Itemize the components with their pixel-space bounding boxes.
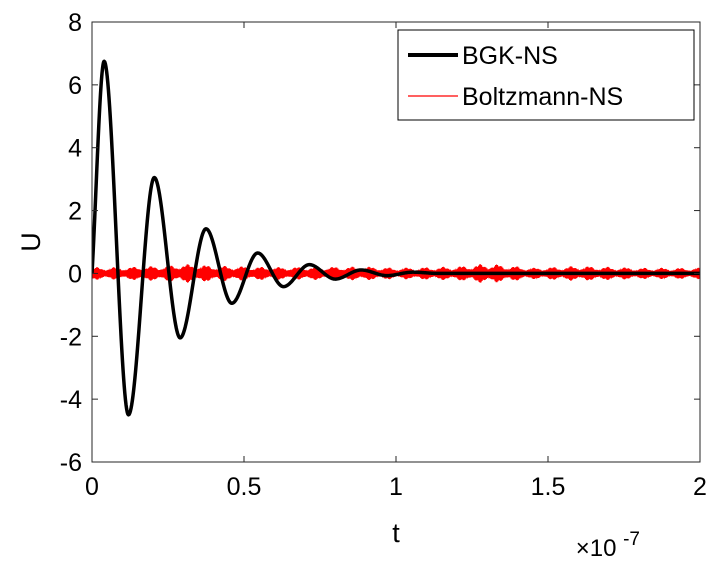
- y-tick-label: 4: [68, 135, 82, 163]
- x-tick-label: 2: [693, 473, 707, 501]
- x-tick-label: 1.5: [531, 473, 566, 501]
- svg-text:×10 -7: ×10 -7: [576, 529, 640, 562]
- y-tick-label: -6: [60, 449, 82, 477]
- y-tick-label: 0: [68, 260, 82, 288]
- y-tick-label: -4: [60, 386, 82, 414]
- y-tick-label: 2: [68, 198, 82, 226]
- x-multiplier: ×10 -7: [576, 529, 640, 562]
- x-multiplier-exponent: -7: [623, 529, 640, 550]
- x-tick-label: 1: [389, 473, 403, 501]
- x-multiplier-prefix: ×10: [576, 535, 617, 562]
- x-tick-label: 0: [85, 473, 99, 501]
- x-axis-label: t: [392, 518, 400, 548]
- y-tick-label: -2: [60, 323, 82, 351]
- legend-label-bgk-ns: BGK-NS: [462, 42, 558, 70]
- series-layer: [92, 59, 700, 417]
- y-tick-label: 8: [68, 9, 82, 37]
- y-axis-label: U: [16, 232, 46, 252]
- legend-box: [397, 29, 695, 121]
- series-bgk-ns-line: [92, 59, 700, 417]
- y-tick-label: 6: [68, 72, 82, 100]
- legend-label-boltzmann-ns: Boltzmann-NS: [462, 83, 623, 111]
- legend: BGK-NS Boltzmann-NS: [397, 29, 695, 121]
- ticks-layer: 0 0.5 1 1.5 2 -6 -4 -2 0 2 4 6 8: [60, 9, 707, 501]
- x-tick-label: 0.5: [227, 473, 262, 501]
